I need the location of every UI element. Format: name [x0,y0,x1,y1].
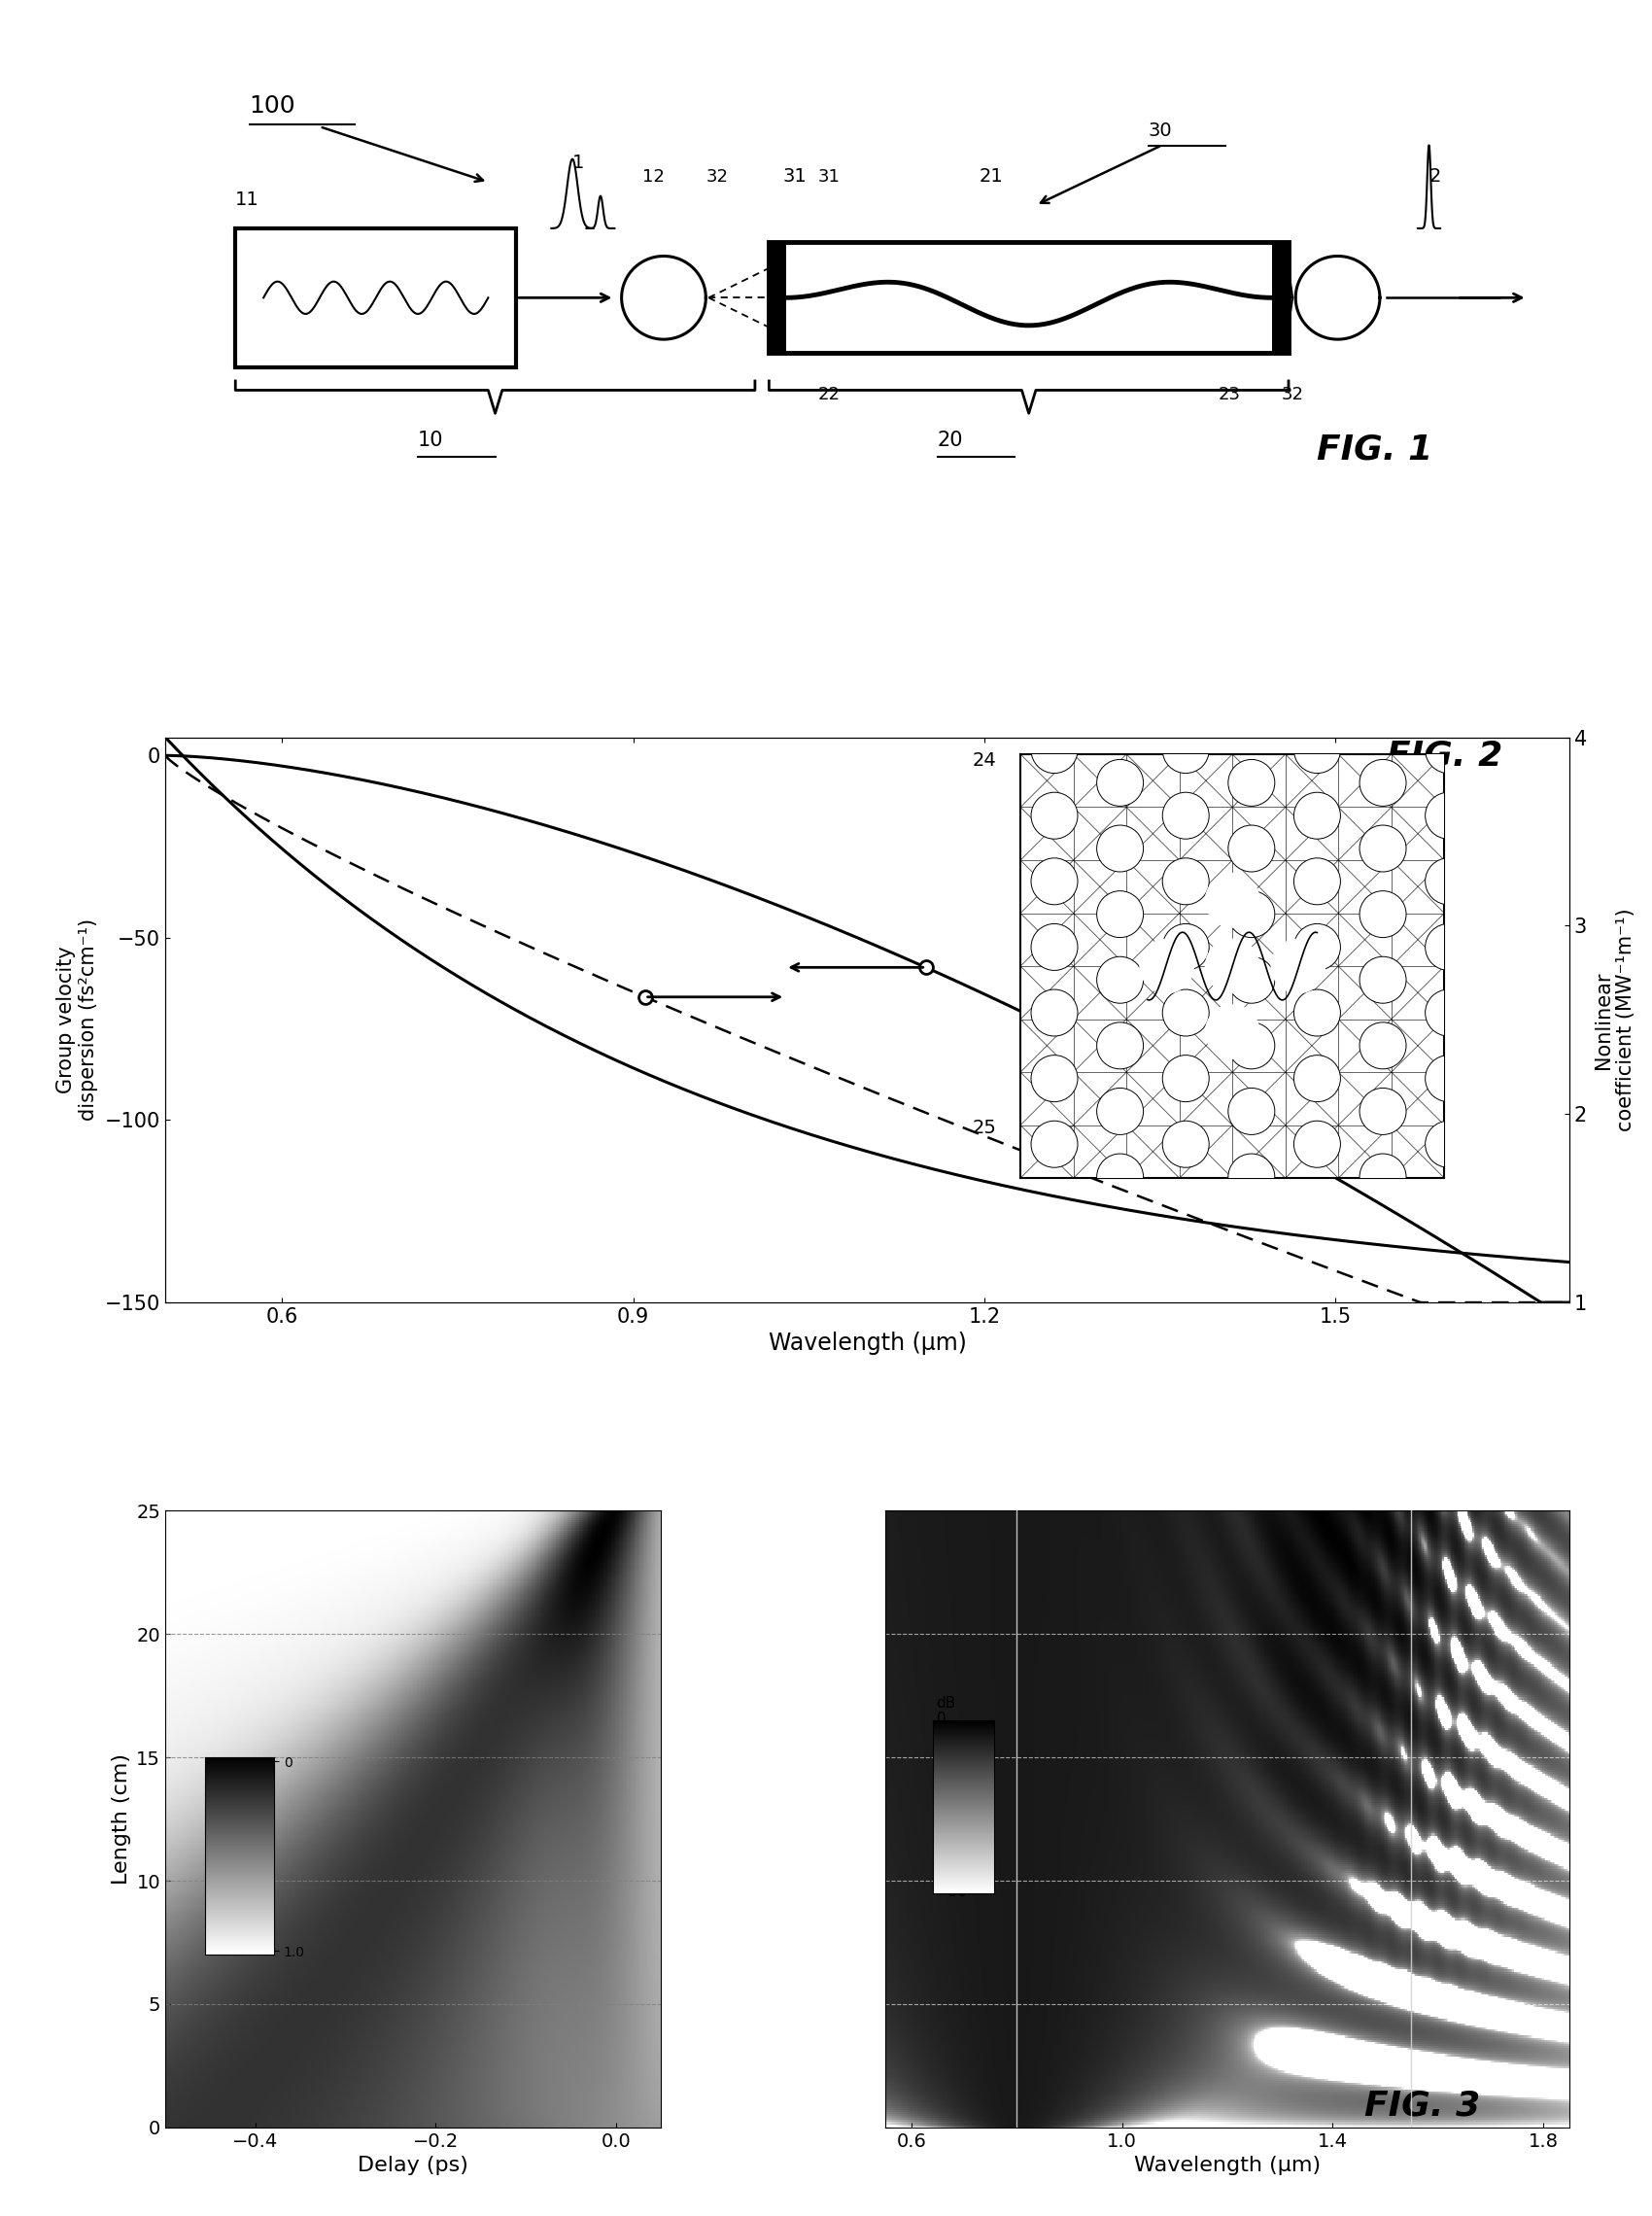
Text: 100: 100 [249,95,296,117]
Text: 12: 12 [643,168,664,186]
Text: FIG. 3: FIG. 3 [1365,2090,1480,2123]
Text: −30: −30 [937,1884,968,1899]
Text: 0: 0 [937,1711,945,1726]
Bar [235,228,515,368]
Y-axis label: Group velocity
dispersion (fs²cm⁻¹): Group velocity dispersion (fs²cm⁻¹) [56,920,97,1121]
Text: 1: 1 [572,153,585,173]
Text: 11: 11 [235,191,259,208]
Text: 10: 10 [418,430,444,450]
X-axis label: Wavelength (μm): Wavelength (μm) [1133,2156,1320,2176]
Y-axis label: Nonlinear
coefficient (MW⁻¹m⁻¹): Nonlinear coefficient (MW⁻¹m⁻¹) [1594,909,1635,1132]
Text: dB: dB [937,1697,957,1711]
Text: 30: 30 [1148,122,1171,140]
Text: 2: 2 [1429,168,1441,186]
X-axis label: Wavelength (μm): Wavelength (μm) [768,1332,966,1356]
Bar [1272,242,1289,352]
Text: 31: 31 [818,168,841,186]
Text: FIG. 1: FIG. 1 [1317,434,1432,465]
Text: 32: 32 [1282,386,1303,403]
Text: 22: 22 [818,386,841,403]
Text: 23: 23 [1218,386,1241,403]
Text: 21: 21 [980,168,1004,186]
Text: 31: 31 [783,168,808,186]
X-axis label: Delay (ps): Delay (ps) [358,2156,468,2176]
Text: 32: 32 [705,168,729,186]
Text: 20: 20 [938,430,963,450]
Text: 24: 24 [973,751,996,769]
Bar [768,242,1289,352]
Text: FIG. 2: FIG. 2 [1388,740,1503,773]
Bar [768,242,786,352]
Text: 25: 25 [973,1119,996,1137]
Y-axis label: Length (cm): Length (cm) [111,1753,131,1884]
